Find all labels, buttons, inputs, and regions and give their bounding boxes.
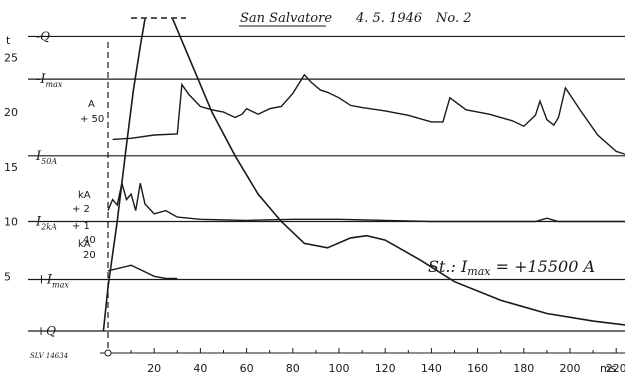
chart-title: San Salvatore — [240, 11, 332, 26]
header: San Salvatore 4. 5. 1946 No. 2 — [239, 11, 472, 27]
trace-signal — [112, 73, 625, 155]
trace-label: +Imax — [36, 273, 69, 290]
time-tick-label: 20 — [4, 106, 18, 119]
trace-label-subscript: 2kA — [40, 223, 57, 232]
time-tick-label: 25 — [4, 51, 18, 64]
x-origin-marker — [104, 349, 112, 357]
trace-signal — [107, 183, 625, 223]
x-tick-label: 220 — [606, 362, 625, 375]
time-axis-unit: t — [6, 34, 11, 47]
trace-label-prefix: - — [36, 72, 40, 87]
time-tick-label: 5 — [4, 270, 11, 283]
corner-label: SLV 14634 — [30, 352, 68, 360]
trace-label: -Q — [36, 29, 50, 43]
annotation-label: I — [460, 257, 468, 276]
trace-label-main: I — [39, 72, 46, 87]
charge-curve — [171, 18, 625, 326]
trace-label-main: Q — [46, 324, 56, 338]
chart-record: No. 2 — [435, 11, 472, 26]
trace-axis-tick: + 1 — [72, 221, 90, 232]
annotation-prefix: St.: — [428, 257, 461, 276]
trace-label-subscript: max — [52, 281, 69, 290]
trace-label-prefix: - — [36, 29, 40, 43]
x-tick-label: 40 — [193, 362, 207, 375]
trace-axis-tick: + 50 — [80, 114, 104, 125]
trace-axis-unit: kA — [78, 239, 91, 250]
peak-annotation: St.: Imax = +15500 A — [428, 257, 595, 278]
trace-label-main: Q — [40, 29, 50, 43]
annotation-subscript: max — [467, 265, 491, 278]
trace-label-prefix: + — [36, 324, 46, 338]
time-axis: t — [6, 34, 11, 47]
trace-label: I50A — [35, 149, 57, 166]
x-tick-label: 60 — [240, 362, 254, 375]
annotation-value: = +15500 A — [490, 257, 595, 276]
x-tick-label: 140 — [421, 362, 442, 375]
x-axis-unit: ms — [600, 362, 617, 375]
trace-label-prefix: + — [36, 273, 47, 288]
trace-label-subscript: 50A — [41, 157, 57, 166]
trace-label-main: I — [35, 215, 42, 230]
trace-axis-tick: 40 — [83, 235, 96, 246]
x-tick-label: 80 — [286, 362, 300, 375]
x-tick-label: 160 — [467, 362, 488, 375]
signal-lines — [102, 17, 625, 332]
trace-label-main: I — [46, 273, 53, 288]
time-tick-label: 10 — [4, 216, 18, 229]
trace-label: -Imax — [36, 72, 63, 89]
trace-axis-unit: kA — [78, 190, 91, 201]
x-tick-label: 100 — [329, 362, 350, 375]
trace-label: +Q — [36, 324, 56, 338]
charge-curve — [102, 18, 146, 332]
trace-baselines — [28, 35, 625, 332]
x-tick-label: 120 — [375, 362, 396, 375]
trace-axis-tick: + 2 — [72, 204, 90, 215]
x-tick-label: 20 — [147, 362, 161, 375]
trace-axis-unit: A — [88, 99, 95, 110]
trace-axis-tick: 20 — [83, 250, 96, 261]
trace-label-subscript: max — [46, 80, 63, 89]
trace-label: I2kA — [35, 215, 57, 232]
x-tick-label: 180 — [513, 362, 534, 375]
time-tick-label: 15 — [4, 161, 18, 174]
x-tick-label: 200 — [560, 362, 581, 375]
chart-date: 4. 5. 1946 — [355, 11, 422, 26]
trace-label-main: I — [35, 149, 42, 164]
trace-signal — [107, 264, 178, 280]
